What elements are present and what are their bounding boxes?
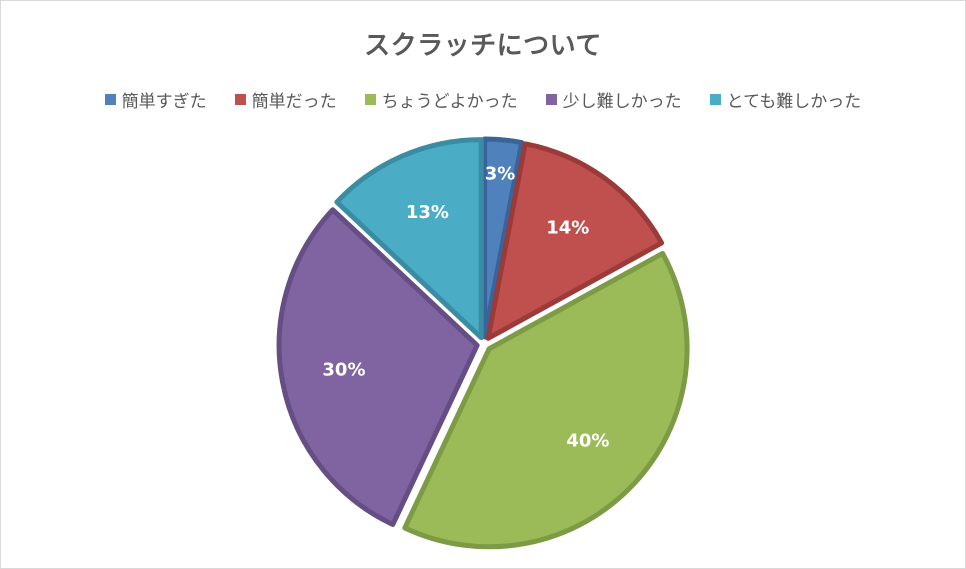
data-label-0: 3% (485, 163, 516, 184)
pie-slice-1 (485, 141, 665, 341)
legend-swatch-1 (234, 94, 246, 105)
legend-swatch-4 (709, 94, 721, 105)
legend-swatch-0 (104, 94, 116, 105)
legend-item-2: ちょうどよかった (364, 87, 518, 112)
chart-title: スクラッチについて (364, 31, 602, 61)
legend-swatch-3 (545, 94, 557, 105)
legend-label-2: ちょうどよかった (381, 92, 518, 112)
legend-item-3: 少し難しかった (545, 87, 682, 112)
pie-slice-4 (334, 137, 484, 341)
chart-legend: 簡単すぎた 簡単だった ちょうどよかった 少し難しかった とても難しかった (1, 87, 965, 112)
legend-item-1: 簡単だった (234, 87, 337, 112)
pie-slice-2 (402, 250, 690, 550)
legend-label-0: 簡単すぎた (121, 92, 207, 112)
legend-item-0: 簡単すぎた (104, 87, 207, 112)
data-label-4: 13% (406, 202, 449, 223)
pie-slice-3 (276, 207, 480, 527)
legend-item-4: とても難しかった (709, 87, 862, 112)
data-label-3: 30% (322, 360, 365, 381)
legend-label-4: とても難しかった (726, 92, 862, 112)
legend-label-1: 簡単だった (251, 92, 337, 112)
legend-label-3: 少し難しかった (562, 92, 682, 112)
pie-slice-0 (482, 136, 525, 340)
data-label-1: 14% (546, 218, 589, 239)
data-label-2: 40% (566, 431, 609, 452)
legend-swatch-2 (364, 94, 376, 105)
